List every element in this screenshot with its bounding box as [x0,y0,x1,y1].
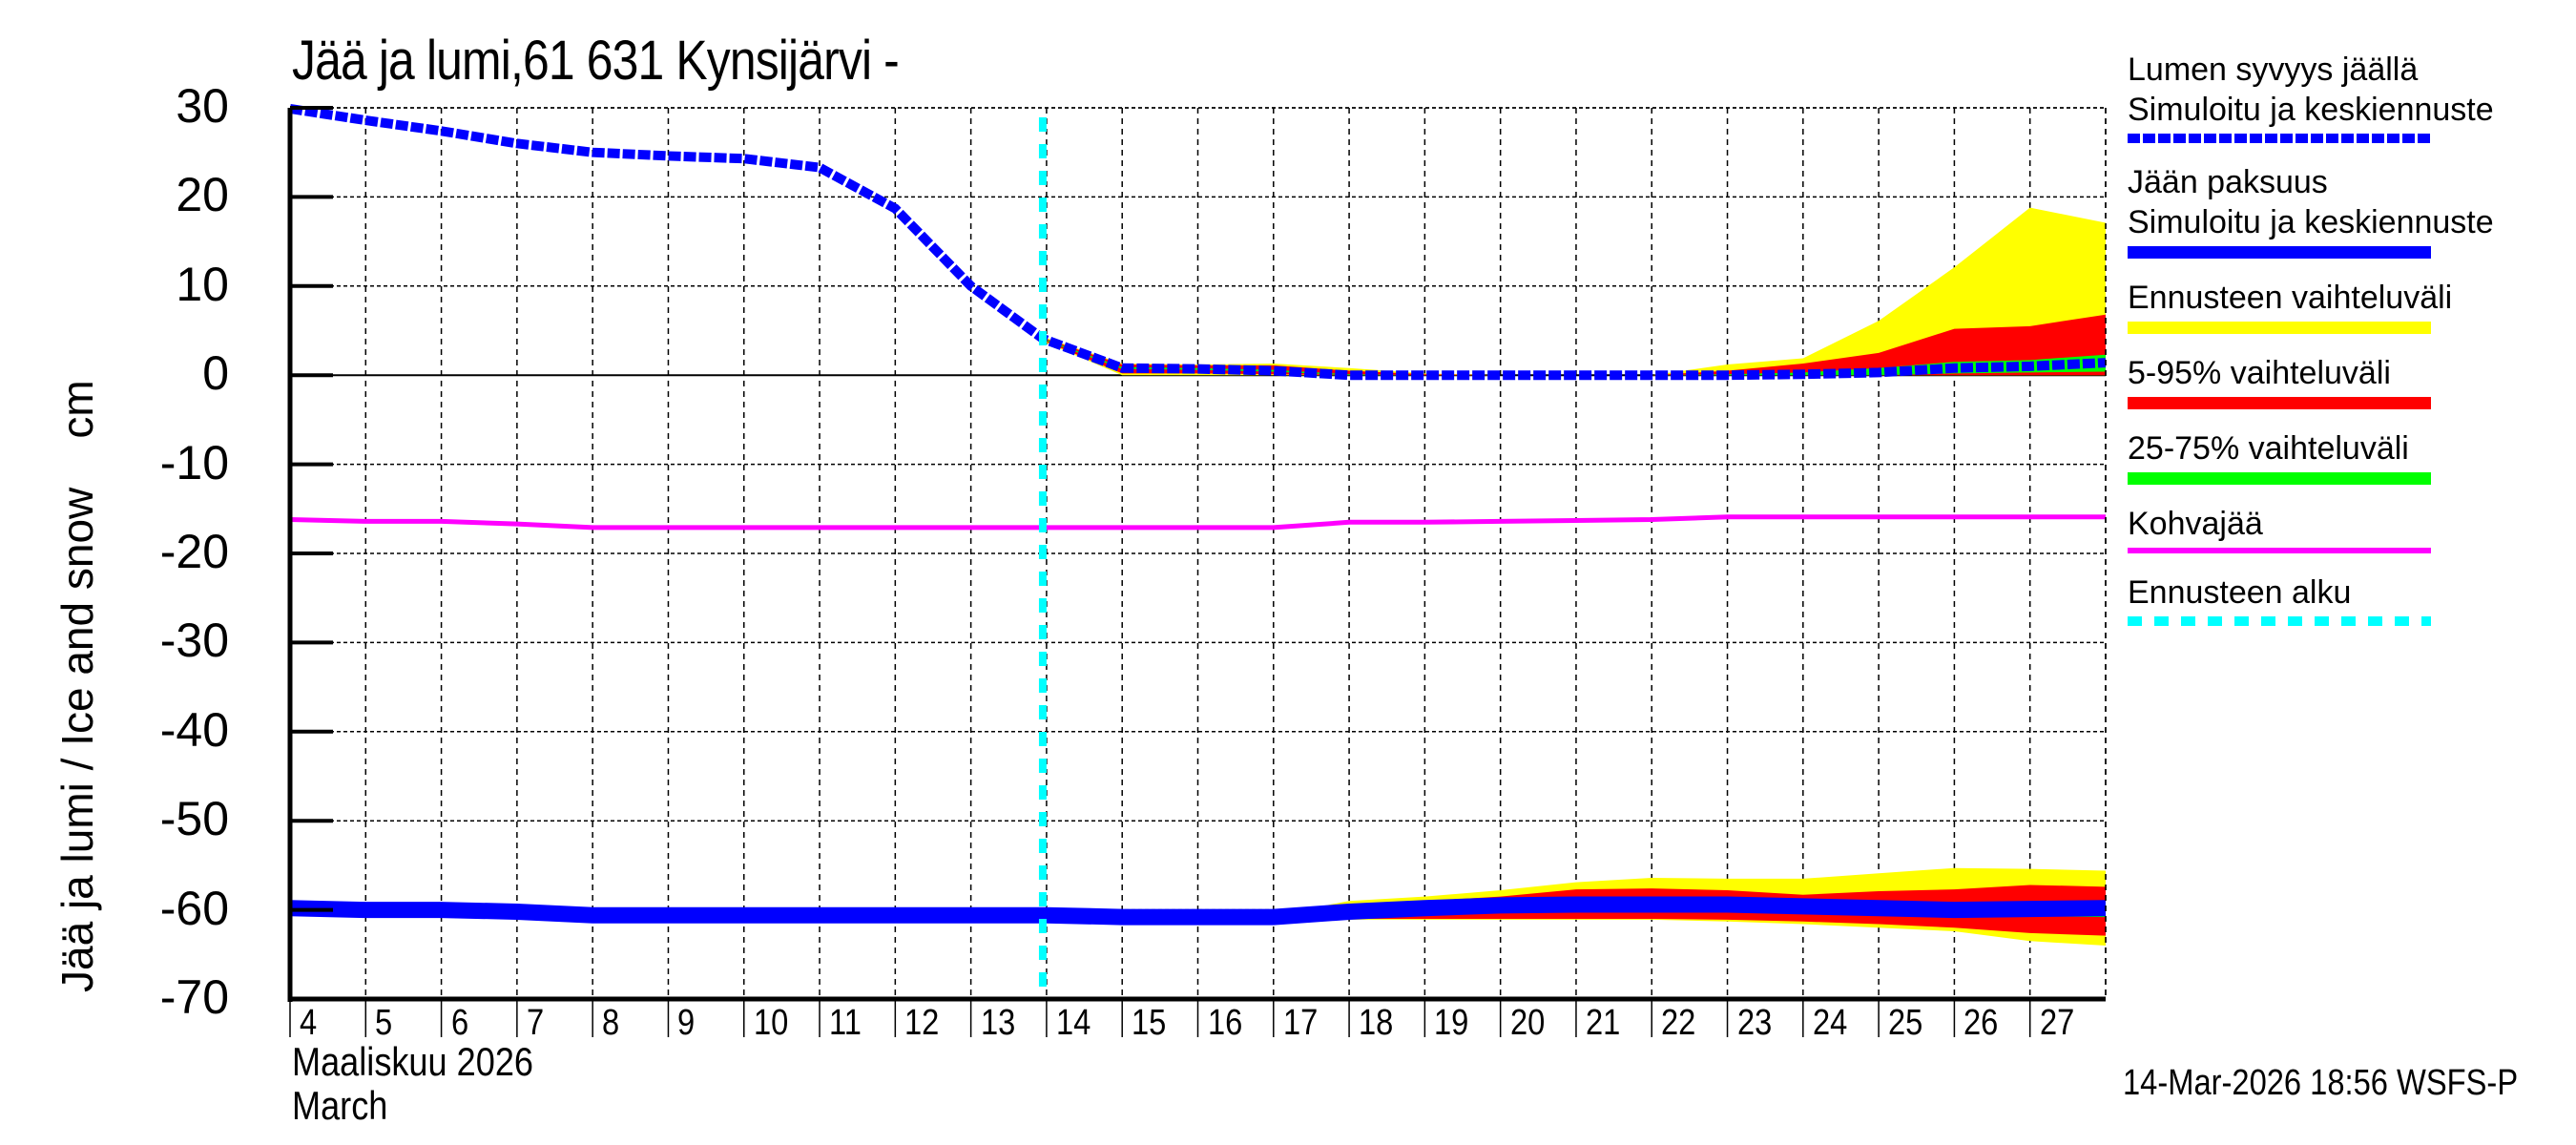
legend-label: Kohvajää [2128,506,2263,542]
legend-label: 25-75% vaihteluväli [2128,430,2409,467]
legend-item-5-95-range: 5-95% vaihteluväli [2128,353,2566,409]
x-tick-label: 23 [1736,1003,1772,1043]
x-tick-label: 19 [1434,1003,1469,1043]
y-tick-label: -60 [159,881,229,935]
x-tick-label: 24 [1812,1003,1848,1043]
yellow-swatch-icon [2128,322,2431,334]
legend-item-forecast-range: Ennusteen vaihteluväli [2128,278,2566,334]
dashed-line-swatch-icon [2128,134,2431,143]
red-swatch-icon [2128,397,2431,409]
legend-item-snow-depth: Lumen syvyys jäällä Simuloitu ja keskien… [2128,50,2566,143]
x-axis-month-fi: Maaliskuu 2026 [292,1039,534,1084]
legend-item-slush-ice: Kohvajää [2128,504,2566,553]
x-tick-label: 11 [829,1003,862,1043]
y-tick-label: -30 [159,614,229,668]
legend-item-25-75-range: 25-75% vaihteluväli [2128,428,2566,485]
legend-label: Jään paksuus [2128,164,2328,200]
x-tick-label: 27 [2039,1003,2075,1043]
legend-label: Lumen syvyys jäällä [2128,52,2419,88]
x-tick-label: 21 [1585,1003,1621,1043]
x-tick-label: 26 [1963,1003,1999,1043]
data-series [289,103,2107,999]
thick-line-swatch-icon [2128,246,2431,259]
legend-item-forecast-start: Ennusteen alku [2128,572,2566,626]
y-tick-label: 0 [202,346,229,401]
y-tick-label: -40 [159,702,229,757]
x-tick-label: 9 [677,1003,696,1043]
x-tick-label: 22 [1661,1003,1696,1043]
x-tick-label: 17 [1282,1003,1319,1043]
x-tick-label: 4 [300,1003,318,1043]
legend-label: Ennusteen alku [2128,574,2352,611]
x-tick-label: 16 [1207,1003,1242,1043]
x-tick-label: 15 [1132,1003,1167,1043]
x-tick-label: 6 [450,1003,468,1043]
snow-depth-line [289,103,2107,381]
x-tick-label: 12 [904,1003,940,1043]
grid-lines [290,107,2107,999]
x-tick-label: 20 [1509,1003,1546,1043]
legend-item-ice-thickness: Jään paksuus Simuloitu ja keskiennuste [2128,162,2566,259]
legend-sublabel: Simuloitu ja keskiennuste [2128,92,2494,128]
y-tick-label: 30 [176,79,229,133]
x-tick-label: 14 [1055,1003,1091,1043]
slush-ice-line [289,514,2106,531]
magenta-line-swatch-icon [2128,548,2431,553]
snow-range-5-95 [1042,314,2106,376]
y-tick-label: -70 [159,970,229,1024]
ice-thickness-line [289,896,2107,926]
y-tick-label: -20 [159,525,229,578]
green-swatch-icon [2128,472,2431,485]
legend: Lumen syvyys jäällä Simuloitu ja keskien… [2128,50,2566,645]
forecast-bands [1042,207,2106,946]
timestamp-footer: 14-Mar-2026 18:56 WSFS-P [2123,1063,2519,1103]
legend-sublabel: Simuloitu ja keskiennuste [2128,204,2494,240]
y-tick-label: -50 [159,792,229,846]
x-tick-label: 13 [980,1003,1015,1043]
chart-title: Jää ja lumi,61 631 Kynsijärvi - [292,30,900,92]
legend-label: 5-95% vaihteluväli [2128,355,2391,391]
y-tick-label: 20 [176,168,229,222]
y-tick-label: 10 [176,257,229,311]
x-tick-label: 8 [602,1003,620,1043]
x-tick-label: 25 [1888,1003,1923,1043]
x-tick-label: 10 [753,1003,789,1043]
axes [287,106,2107,1037]
x-tick-label: 18 [1359,1003,1394,1043]
legend-label: Ennusteen vaihteluväli [2128,280,2453,316]
x-axis-month-en: March [292,1083,388,1128]
x-tick-label: 5 [375,1003,393,1043]
x-tick-label: 7 [526,1003,545,1043]
y-tick-label: -10 [159,435,229,489]
cyan-dashed-swatch-icon [2128,616,2431,626]
